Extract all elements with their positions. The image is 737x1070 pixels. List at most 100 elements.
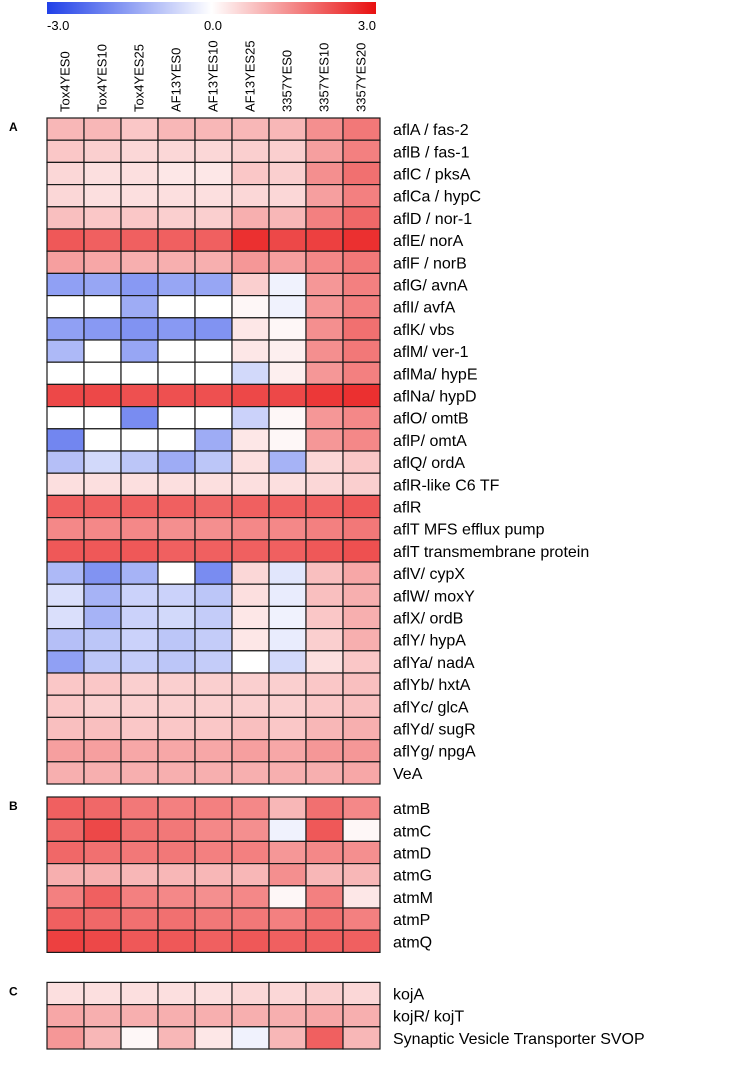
heatmap-cell xyxy=(46,885,85,909)
row-label: aflM/ ver-1 xyxy=(393,344,469,361)
heatmap-cell xyxy=(305,184,344,208)
column-label: AF13YES25 xyxy=(243,40,258,112)
heatmap-cell xyxy=(194,907,233,931)
heatmap-cell xyxy=(342,738,381,763)
heatmap-cell xyxy=(231,161,270,186)
heatmap-cell xyxy=(342,694,381,719)
heatmap-cell xyxy=(46,840,85,865)
heatmap-cell xyxy=(305,650,344,674)
row-label: aflYg/ npgA xyxy=(393,744,476,761)
heatmap-cell xyxy=(157,561,196,585)
heatmap-cell xyxy=(194,672,233,696)
heatmap-cell xyxy=(268,450,307,474)
heatmap-cell xyxy=(342,450,381,474)
heatmap-cell xyxy=(46,583,85,608)
heatmap-cell xyxy=(83,650,122,674)
heatmap-cell xyxy=(231,383,270,408)
heatmap-cell xyxy=(194,295,233,319)
heatmap-cell xyxy=(83,161,122,186)
heatmap-cell xyxy=(305,840,344,865)
heatmap-cell xyxy=(157,295,196,319)
heatmap-cell xyxy=(157,583,196,608)
heatmap-cell xyxy=(120,796,159,820)
heatmap-cell xyxy=(157,605,196,630)
heatmap-cell xyxy=(46,250,85,274)
heatmap-cell xyxy=(342,1004,381,1028)
heatmap-cell xyxy=(305,862,344,887)
heatmap-cell xyxy=(342,161,381,186)
heatmap-cell xyxy=(157,516,196,541)
heatmap-cell xyxy=(305,339,344,363)
heatmap-cell xyxy=(305,583,344,608)
heatmap-cell xyxy=(231,561,270,585)
heatmap-cell xyxy=(46,317,85,341)
column-label: Tox4YES25 xyxy=(132,44,147,112)
heatmap-cell xyxy=(342,317,381,341)
heatmap-cell xyxy=(157,650,196,674)
heatmap-cell xyxy=(231,184,270,208)
heatmap-cell xyxy=(46,862,85,887)
heatmap-cell xyxy=(342,605,381,630)
heatmap-cell xyxy=(194,840,233,865)
heatmap-cell xyxy=(46,929,85,954)
heatmap-cell xyxy=(231,139,270,163)
heatmap-cell xyxy=(231,583,270,608)
heatmap-cell xyxy=(342,885,381,909)
row-label: aflK/ vbs xyxy=(393,322,454,339)
heatmap-cell xyxy=(305,250,344,274)
heatmap-cell xyxy=(342,818,381,843)
heatmap-cell xyxy=(83,494,122,519)
heatmap-cell xyxy=(157,818,196,843)
heatmap-cell xyxy=(268,139,307,163)
heatmap-cell xyxy=(46,139,85,163)
heatmap-cell xyxy=(268,428,307,452)
heatmap-cell xyxy=(231,716,270,741)
heatmap-cell xyxy=(120,383,159,408)
heatmap-cell xyxy=(157,885,196,909)
heatmap-cell xyxy=(46,228,85,252)
row-label: aflX/ ordB xyxy=(393,611,463,628)
heatmap-cell xyxy=(194,981,233,1006)
heatmap-cell xyxy=(120,250,159,274)
heatmap-cell xyxy=(231,862,270,887)
heatmap-cell xyxy=(342,583,381,608)
color-scale-bar xyxy=(47,2,376,14)
heatmap-cell xyxy=(120,139,159,163)
heatmap-cell xyxy=(194,738,233,763)
heatmap-cell xyxy=(268,184,307,208)
row-label: atmQ xyxy=(393,934,432,951)
heatmap-cell xyxy=(157,796,196,820)
heatmap-cell xyxy=(120,818,159,843)
heatmap-cell xyxy=(268,516,307,541)
heatmap-cell xyxy=(268,1004,307,1028)
heatmap-cell xyxy=(120,716,159,741)
heatmap-cell xyxy=(83,339,122,363)
heatmap-cell xyxy=(83,250,122,274)
row-label: aflQ/ ordA xyxy=(393,455,465,472)
heatmap-cell xyxy=(157,627,196,652)
heatmap-cell xyxy=(268,694,307,719)
row-label: aflA / fas-2 xyxy=(393,122,469,139)
heatmap-cell xyxy=(83,272,122,297)
heatmap-cell xyxy=(305,139,344,163)
row-label: aflP/ omtA xyxy=(393,433,467,450)
heatmap-cell xyxy=(157,761,196,785)
heatmap-cell xyxy=(46,206,85,230)
row-label: aflE/ norA xyxy=(393,233,464,250)
heatmap-cell xyxy=(157,117,196,141)
heatmap-cell xyxy=(157,317,196,341)
heatmap-cell xyxy=(194,406,233,430)
heatmap-cell xyxy=(46,516,85,541)
heatmap-cell xyxy=(231,885,270,909)
heatmap-cell xyxy=(305,117,344,141)
heatmap-cell xyxy=(231,761,270,785)
heatmap-cell xyxy=(342,184,381,208)
row-label: aflT transmembrane protein xyxy=(393,544,589,561)
heatmap-cell xyxy=(46,716,85,741)
heatmap-cell xyxy=(342,228,381,252)
heatmap-cell xyxy=(157,383,196,408)
heatmap-cell xyxy=(157,738,196,763)
